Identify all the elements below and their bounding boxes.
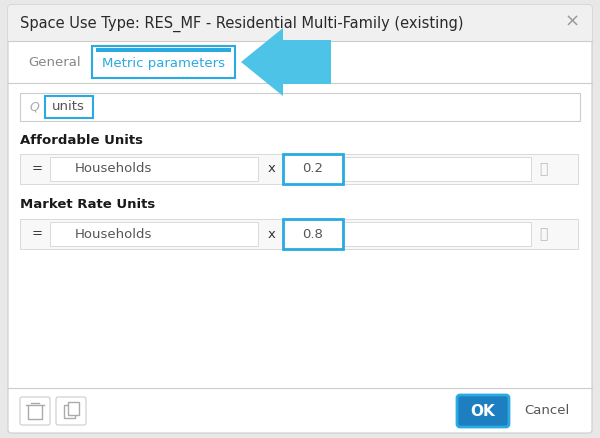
FancyBboxPatch shape [56, 397, 86, 425]
Text: ⓘ: ⓘ [539, 227, 547, 241]
Bar [8, 20, 592, 41]
Text: Cancel: Cancel [524, 405, 569, 417]
Text: OK: OK [470, 403, 496, 418]
Text: Households: Households [75, 162, 152, 176]
Bar [50, 222, 258, 246]
Text: Metric parameters: Metric parameters [102, 57, 225, 70]
Text: 0.8: 0.8 [302, 227, 323, 240]
Bar [20, 219, 578, 249]
Text: x: x [268, 227, 276, 240]
Text: =: = [32, 162, 43, 176]
Text: General: General [28, 56, 80, 68]
Text: Market Rate Units: Market Rate Units [20, 198, 155, 212]
Text: x: x [268, 162, 276, 176]
Bar [68, 402, 79, 415]
Text: ×: × [565, 13, 580, 31]
Bar [92, 46, 235, 78]
Text: Q: Q [29, 100, 39, 113]
Text: Households: Households [75, 227, 152, 240]
FancyBboxPatch shape [457, 395, 509, 427]
Bar [343, 222, 531, 246]
Bar [283, 154, 343, 184]
Text: Affordable Units: Affordable Units [20, 134, 143, 146]
Bar [20, 154, 578, 184]
Text: ⓘ: ⓘ [539, 162, 547, 176]
Text: 0.2: 0.2 [302, 162, 323, 176]
Text: units: units [52, 100, 85, 113]
Bar [283, 219, 343, 249]
FancyBboxPatch shape [20, 397, 50, 425]
Bar [96, 48, 231, 52]
FancyBboxPatch shape [8, 5, 592, 41]
Bar [343, 157, 531, 181]
Bar [50, 157, 258, 181]
Bar [64, 405, 75, 418]
FancyBboxPatch shape [8, 5, 592, 433]
Bar [20, 93, 580, 121]
Text: =: = [32, 227, 43, 240]
Polygon shape [241, 28, 331, 96]
Bar [45, 96, 93, 118]
Text: Space Use Type: RES_MF - Residential Multi-Family (existing): Space Use Type: RES_MF - Residential Mul… [20, 16, 464, 32]
